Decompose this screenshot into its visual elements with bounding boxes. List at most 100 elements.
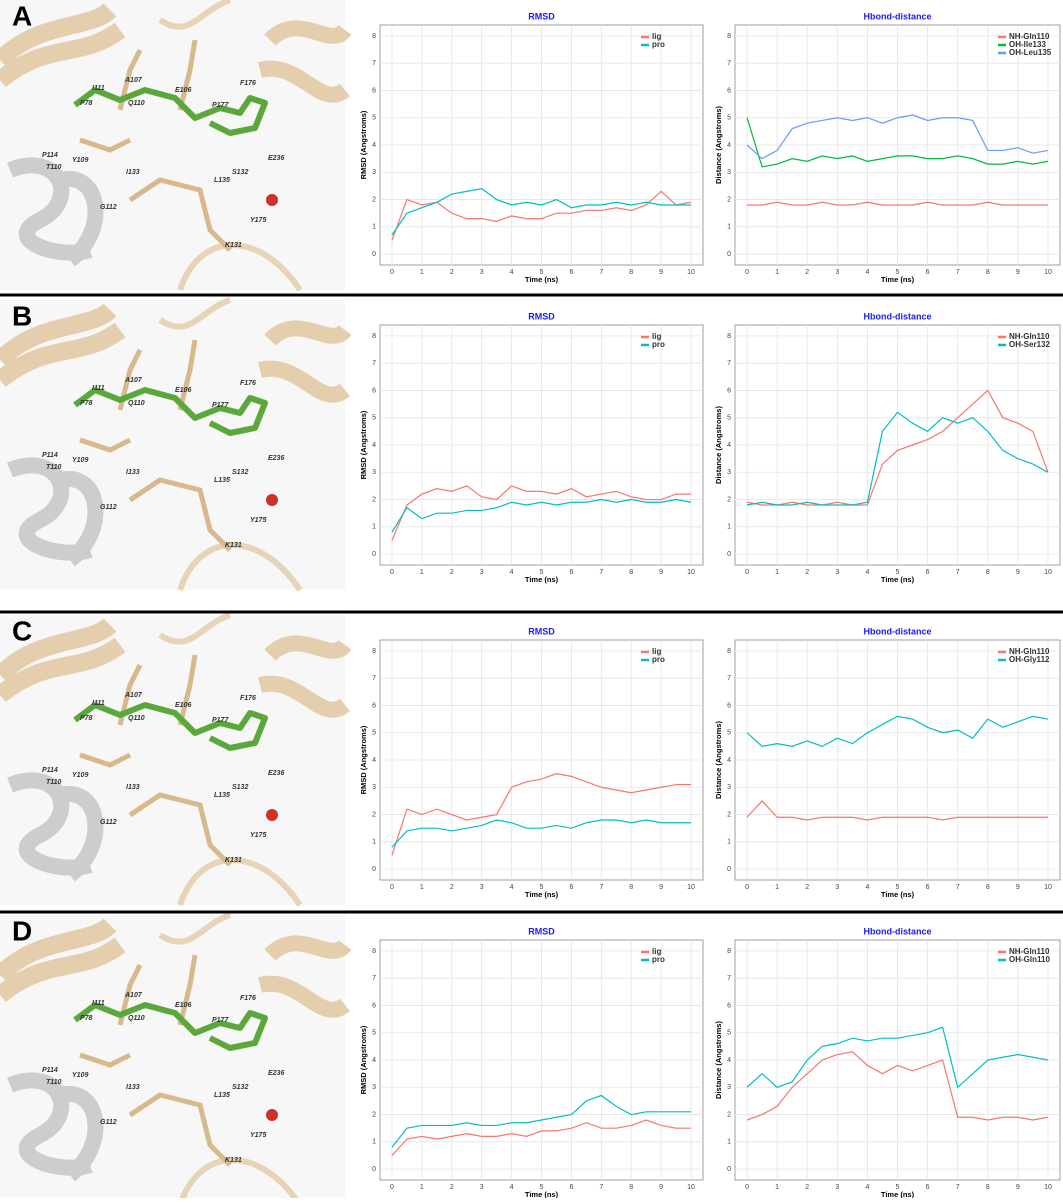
structure-panel: B A107 E106 Q110 I111 P78 F176 P177 P114 Y109 T110… <box>0 297 352 592</box>
chart-title: Hbond-distance <box>863 626 931 636</box>
x-tick-label: 7 <box>599 269 603 276</box>
residue-label: E236 <box>268 770 284 777</box>
x-tick-label: 2 <box>805 269 809 276</box>
y-tick-label: 7 <box>372 675 376 682</box>
water <box>266 1109 278 1121</box>
gray-helix <box>7 457 104 567</box>
x-axis-label: Time (ns) <box>881 890 915 899</box>
x-tick-label: 8 <box>629 1184 633 1191</box>
x-axis-label: Time (ns) <box>881 575 915 584</box>
chart: RMSD 0 1 2 3 4 5 6 7 8 0 1 2 3 4 5 6 7 8 9 10 Time (ns) RMSD (… <box>359 926 704 1199</box>
series-line <box>746 1026 1049 1089</box>
y-axis-label: RMSD (Angstroms) <box>359 725 368 794</box>
y-tick-label: 3 <box>372 1084 376 1091</box>
y-tick-label: 5 <box>372 730 376 737</box>
x-tick-label: 6 <box>569 1184 573 1191</box>
residue-label: T110 <box>46 464 62 471</box>
ligand <box>73 87 268 136</box>
x-tick-label: 10 <box>687 1184 695 1191</box>
residue-label: Q110 <box>128 715 145 722</box>
y-tick-label: 1 <box>372 524 376 531</box>
residue-label: I111 <box>92 700 105 707</box>
y-tick-label: 7 <box>372 975 376 982</box>
y-axis-label: Distance (Angstroms) <box>714 106 723 184</box>
gray-helix <box>7 1072 104 1182</box>
ligand <box>73 387 268 436</box>
residue-label: E106 <box>175 702 191 709</box>
residue-label: A107 <box>124 77 143 84</box>
x-tick-label: 2 <box>450 1184 454 1191</box>
x-tick-label: 6 <box>926 569 930 576</box>
ligand <box>73 702 268 751</box>
residue-label: S132 <box>232 469 248 476</box>
y-tick-label: 1 <box>727 1139 731 1146</box>
x-tick-label: 7 <box>599 569 603 576</box>
y-tick-label: 3 <box>372 469 376 476</box>
y-tick-label: 4 <box>372 442 376 449</box>
residue-label: I111 <box>92 385 105 392</box>
y-tick-label: 1 <box>727 839 731 846</box>
residue-label: F176 <box>240 695 256 702</box>
residue-label: L135 <box>214 177 230 184</box>
y-tick-label: 4 <box>727 1057 731 1064</box>
legend-label: OH-Gly112 <box>1009 655 1050 664</box>
x-tick-label: 0 <box>745 884 749 891</box>
x-tick-label: 3 <box>480 884 484 891</box>
x-tick-label: 7 <box>956 1184 960 1191</box>
legend-label: lig <box>652 647 661 656</box>
residue-label: L135 <box>214 792 230 799</box>
residue-label: P114 <box>42 1067 58 1074</box>
chart: RMSD 0 1 2 3 4 5 6 7 8 0 1 2 3 4 5 6 7 8 9 10 Time (ns) RMSD (… <box>359 11 704 284</box>
series-line <box>746 800 1048 821</box>
y-tick-label: 8 <box>727 648 731 655</box>
y-tick-label: 6 <box>727 387 731 394</box>
y-axis-label: RMSD (Angstroms) <box>359 1025 368 1094</box>
x-tick-label: 7 <box>599 1184 603 1191</box>
residue-label: K131 <box>225 542 242 549</box>
sidechains <box>79 339 232 552</box>
x-tick-label: 1 <box>420 884 424 891</box>
x-tick-label: 6 <box>926 1184 930 1191</box>
residue-label: P78 <box>80 1015 93 1022</box>
x-tick-label: 4 <box>865 884 869 891</box>
y-tick-label: 6 <box>372 387 376 394</box>
x-tick-label: 0 <box>390 269 394 276</box>
residue-label: E106 <box>175 1002 191 1009</box>
x-tick-label: 0 <box>745 569 749 576</box>
y-tick-label: 7 <box>372 360 376 367</box>
residue-label: I111 <box>92 85 105 92</box>
chart: Hbond-distance 0 1 2 3 4 5 6 7 8 0 1 2 3 4 5 6 7 8 9 10 Time … <box>714 11 1061 284</box>
y-axis-label: Distance (Angstroms) <box>714 406 723 484</box>
x-axis-label: Time (ns) <box>525 275 559 284</box>
x-tick-label: 6 <box>569 269 573 276</box>
y-tick-label: 3 <box>727 469 731 476</box>
x-tick-label: 8 <box>986 884 990 891</box>
y-tick-label: 2 <box>372 1111 376 1118</box>
residue-label: K131 <box>225 857 242 864</box>
x-tick-label: 9 <box>1016 569 1020 576</box>
residue-label: A107 <box>124 377 143 384</box>
residue-label: I133 <box>126 169 140 176</box>
residue-label: P78 <box>80 400 93 407</box>
residue-label: F176 <box>240 995 256 1002</box>
legend-label: pro <box>652 340 665 349</box>
y-tick-label: 6 <box>372 702 376 709</box>
residue-label: P177 <box>212 717 229 724</box>
series-line <box>747 201 1048 206</box>
y-tick-label: 6 <box>727 87 731 94</box>
x-tick-label: 0 <box>390 884 394 891</box>
residue-label: A107 <box>124 992 143 999</box>
y-tick-label: 8 <box>372 33 376 40</box>
x-tick-label: 8 <box>629 269 633 276</box>
chart-title: RMSD <box>528 311 555 321</box>
y-tick-label: 0 <box>727 866 731 873</box>
residue-label: Y175 <box>250 517 266 524</box>
x-tick-label: 9 <box>659 269 663 276</box>
x-tick-label: 7 <box>599 884 603 891</box>
legend-label: pro <box>652 955 665 964</box>
y-tick-label: 2 <box>372 811 376 818</box>
residue-label: G112 <box>100 204 117 211</box>
x-tick-label: 8 <box>986 269 990 276</box>
x-tick-label: 1 <box>775 569 779 576</box>
residue-label: P78 <box>80 715 93 722</box>
